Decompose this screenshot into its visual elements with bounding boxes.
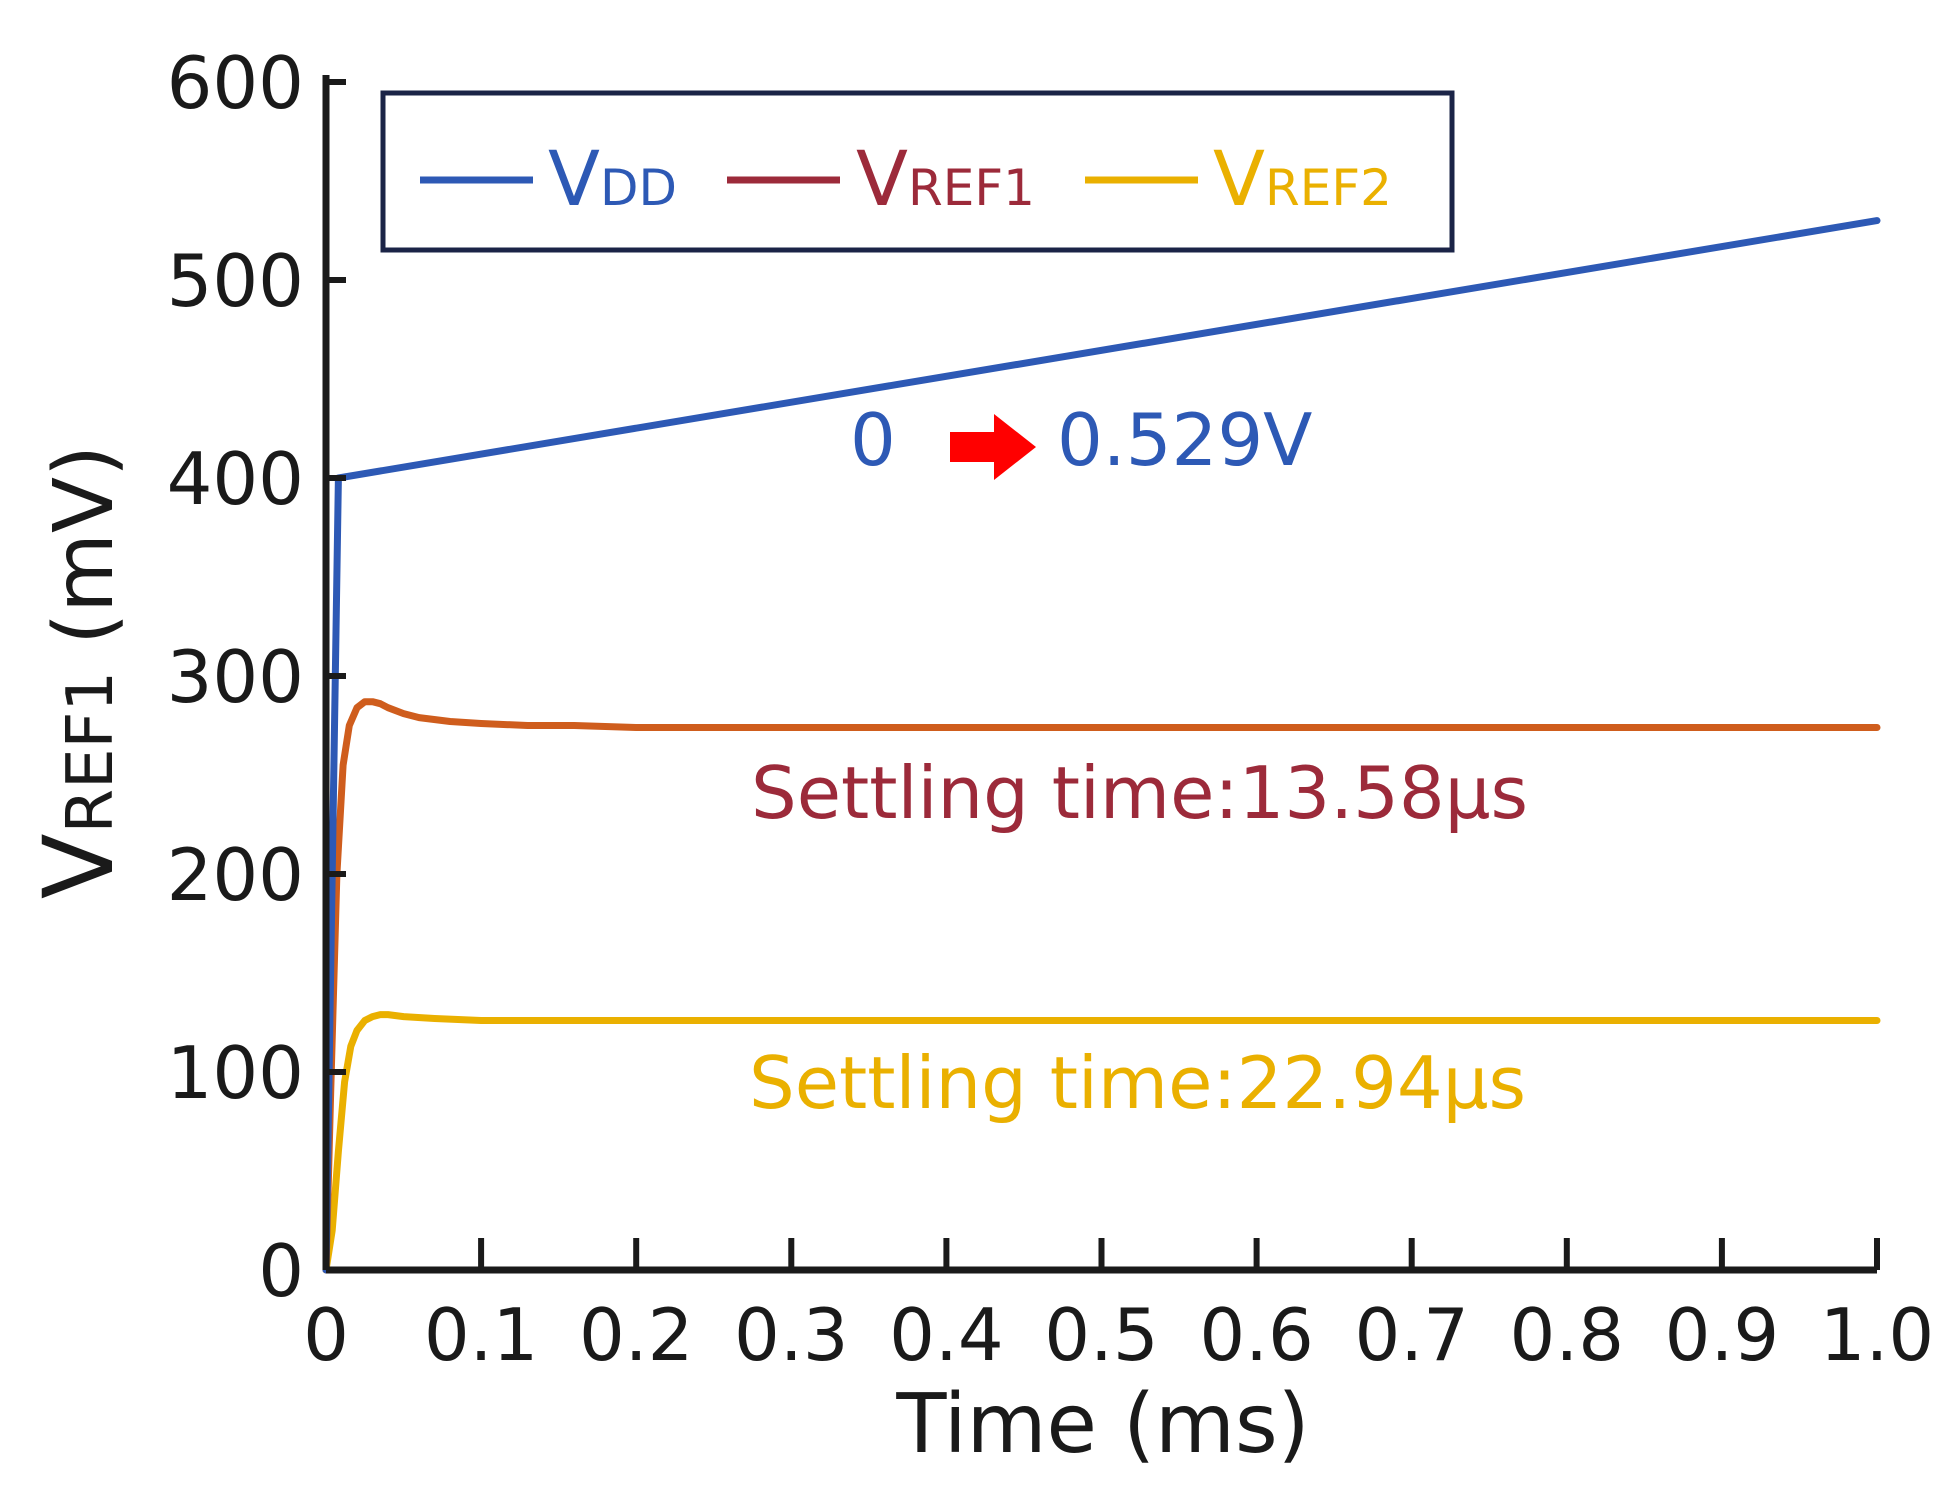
legend-vref2-sub: REF2 [1265, 159, 1392, 217]
x-tick-label-10: 1.0 [1820, 1293, 1935, 1377]
ticks: 0 0.1 0.2 0.3 0.4 0.5 0.6 0.7 0.8 0.9 1.0 0 100 200 30… [167, 41, 1935, 1377]
x-tick-label-2: 0.2 [579, 1293, 694, 1377]
annotation-vref2-settling: Settling time:22.94μs [749, 1041, 1526, 1125]
legend-label-vdd: VDD [548, 134, 677, 223]
legend-label-vref2: VREF2 [1213, 134, 1392, 223]
x-tick-label-9: 0.9 [1665, 1293, 1780, 1377]
legend-vdd-main: V [548, 134, 600, 223]
y-tick-label-1: 100 [167, 1031, 304, 1115]
annotation-vdd-from: 0 [850, 398, 896, 482]
y-axis-title-main: V [23, 833, 135, 899]
legend-label-vref1: VREF1 [856, 134, 1035, 223]
x-tick-label-4: 0.4 [889, 1293, 1004, 1377]
legend-vref1-main: V [856, 134, 908, 223]
series-line-vref1 [322, 698, 1881, 1274]
annotation-vref1-settling: Settling time:13.58μs [751, 751, 1528, 835]
legend-vref1-sub: REF1 [908, 159, 1035, 217]
y-tick-label-5: 500 [167, 239, 304, 323]
legend-box [380, 90, 1455, 253]
x-tick-label-0: 0 [303, 1293, 349, 1377]
x-tick-label-8: 0.8 [1510, 1293, 1625, 1377]
x-tick-label-1: 0.1 [424, 1293, 539, 1377]
annotation-vdd-to: 0.529V [1057, 398, 1312, 482]
y-tick-label-3: 300 [167, 635, 304, 719]
x-tick-label-7: 0.7 [1354, 1293, 1469, 1377]
y-axis-title: VREF1 (mV) [23, 445, 135, 899]
annotation-vdd-ramp: 0 0.529V [850, 398, 1312, 482]
legend-vdd-sub: DD [600, 159, 677, 217]
series-line-vref2 [322, 1011, 1881, 1274]
x-tick-label-5: 0.5 [1044, 1293, 1159, 1377]
y-tick-label-4: 400 [167, 437, 304, 521]
x-axis-title: Time (ms) [895, 1377, 1309, 1472]
y-tick-label-0: 0 [258, 1229, 304, 1313]
y-axis-title-unit: (mV) [37, 445, 132, 671]
y-tick-label-6: 600 [167, 41, 304, 125]
x-tick-label-6: 0.6 [1199, 1293, 1314, 1377]
legend: VDD VREF1 VREF2 [380, 90, 1455, 253]
legend-vref2-main: V [1213, 134, 1265, 223]
y-axis-title-subscript: REF1 [54, 671, 128, 833]
y-tick-label-2: 200 [167, 833, 304, 917]
x-tick-label-3: 0.3 [734, 1293, 849, 1377]
red-arrow-icon [950, 414, 1036, 480]
